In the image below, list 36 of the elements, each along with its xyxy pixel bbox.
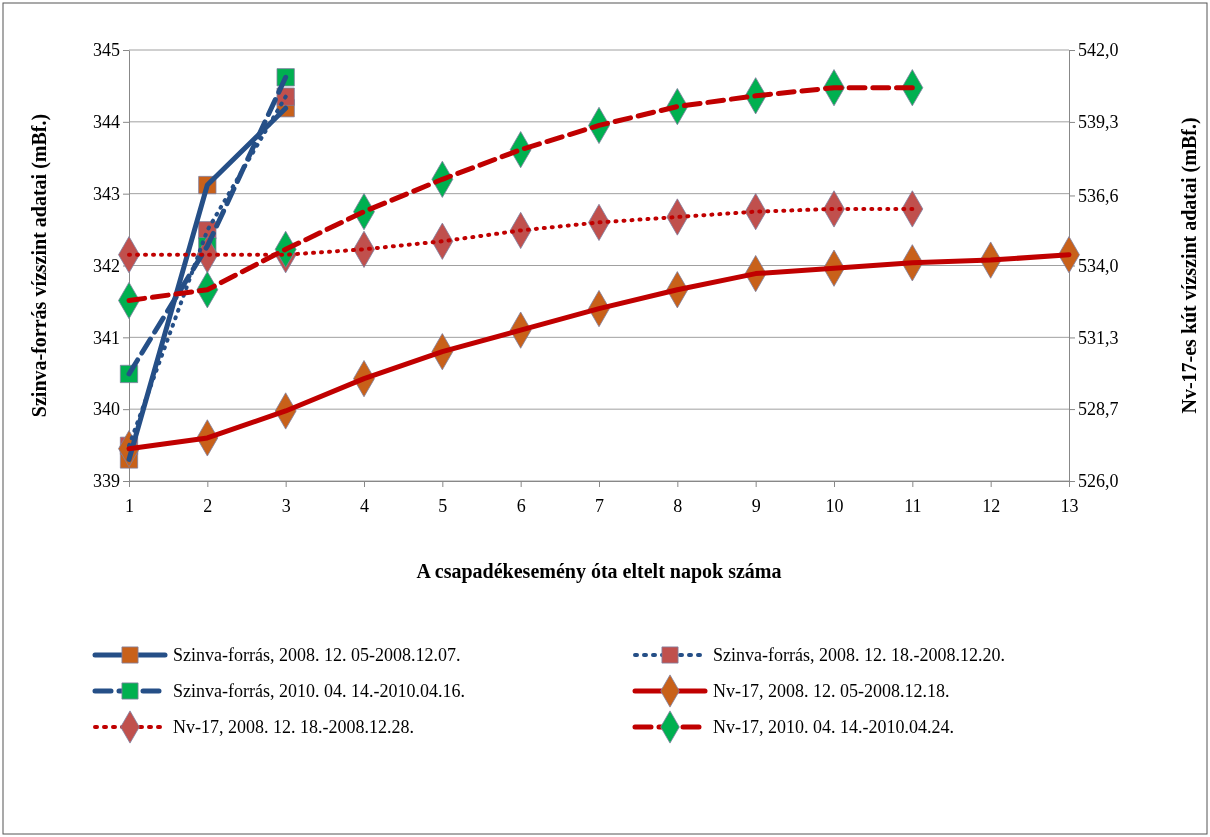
y-tick-label: 339	[93, 471, 120, 492]
legend-label: Nv-17, 2010. 04. 14.-2010.04.24.	[713, 717, 954, 737]
x-tick-label: 4	[360, 495, 369, 516]
y2-tick-label: 531,3	[1078, 327, 1119, 348]
y2-tick-label: 536,6	[1078, 185, 1119, 206]
y-tick-label: 340	[93, 399, 120, 420]
y2-axis-title: Nv-17-es kút vízszint adatai (mBf.)	[1178, 117, 1201, 414]
x-tick-label: 11	[904, 495, 922, 516]
x-tick-label: 1	[125, 495, 134, 516]
y2-tick-label: 528,7	[1078, 399, 1119, 420]
x-tick-label: 5	[438, 495, 448, 516]
y-tick-label: 341	[93, 327, 120, 348]
y-tick-label: 344	[93, 112, 120, 133]
y-tick-label: 342	[93, 255, 120, 276]
legend-label: Nv-17, 2008. 12. 05-2008.12.18.	[713, 681, 950, 701]
x-tick-label: 9	[751, 495, 761, 516]
x-tick-label: 3	[281, 495, 291, 516]
y2-tick-label: 534,0	[1078, 255, 1119, 276]
x-tick-label: 13	[1060, 495, 1079, 516]
y2-tick-label: 539,3	[1078, 112, 1119, 133]
legend-label: Nv-17, 2008. 12. 18.-2008.12.28.	[173, 717, 414, 737]
x-tick-label: 8	[673, 495, 683, 516]
x-tick-label: 7	[595, 495, 604, 516]
y2-tick-label: 542,0	[1078, 40, 1119, 61]
legend-label: Szinva-forrás, 2008. 12. 18.-2008.12.20.	[713, 645, 1005, 665]
y-tick-label: 345	[93, 40, 120, 61]
y2-tick-label: 526,0	[1078, 471, 1119, 492]
x-tick-label: 10	[825, 495, 844, 516]
y-axis-title: Szinva-forrás vízszint adatai (mBf.)	[28, 113, 51, 418]
legend-label: Szinva-forrás, 2010. 04. 14.-2010.04.16.	[173, 681, 465, 701]
x-tick-label: 6	[516, 495, 526, 516]
x-tick-label: 2	[203, 495, 213, 516]
x-tick-label: 12	[982, 495, 1001, 516]
x-axis-title: A csapadékesemény óta eltelt napok száma	[416, 560, 782, 583]
legend-label: Szinva-forrás, 2008. 12. 05-2008.12.07.	[173, 645, 461, 665]
y-tick-label: 343	[93, 183, 120, 204]
